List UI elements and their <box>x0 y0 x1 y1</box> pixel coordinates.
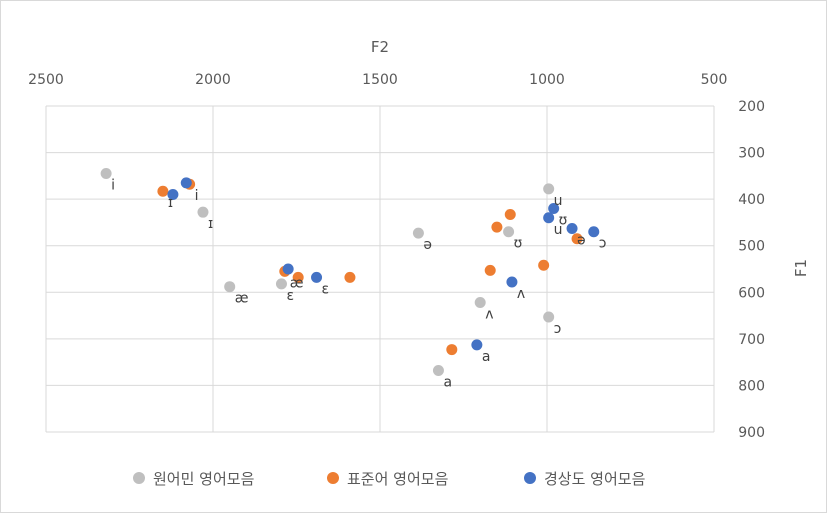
data-point <box>506 276 518 288</box>
y-tick-label: 700 <box>738 332 765 348</box>
point-label: ɛ <box>286 288 294 304</box>
legend-marker <box>133 472 145 484</box>
point-label: ʊ <box>514 236 523 252</box>
data-point <box>571 233 583 245</box>
point-label: u <box>554 193 563 209</box>
data-point <box>491 221 503 233</box>
legend: 원어민 영어모음 표준어 영어모음 경상도 영어모음 <box>133 470 645 488</box>
data-point <box>432 365 444 377</box>
point-label: u <box>554 222 563 238</box>
data-point <box>548 202 560 214</box>
data-point <box>157 185 169 197</box>
legend-marker <box>524 472 536 484</box>
data-points <box>100 168 600 377</box>
x-tick-label: 2000 <box>195 72 231 88</box>
data-point <box>474 297 486 309</box>
data-point <box>100 168 112 180</box>
point-label: a <box>443 375 452 391</box>
data-point <box>197 206 209 218</box>
data-point <box>504 209 516 221</box>
data-point <box>344 271 356 283</box>
point-label: i <box>195 188 199 204</box>
y-tick-label: 300 <box>738 146 765 162</box>
data-point <box>543 212 555 224</box>
point-label: ɔ <box>599 236 607 252</box>
point-label: ʌ <box>517 286 525 302</box>
data-point <box>292 271 304 283</box>
data-point <box>588 226 600 238</box>
point-label: ɛ <box>322 281 330 297</box>
legend-marker <box>327 472 339 484</box>
point-label: ʊ <box>559 212 568 228</box>
x-axis-ticks: 2500 2000 1500 1000 500 <box>28 72 727 88</box>
y-tick-label: 800 <box>738 378 765 394</box>
point-label: ɔ <box>554 321 562 337</box>
point-label: ʌ <box>485 307 493 323</box>
legend-label: 표준어 영어모음 <box>347 470 448 488</box>
y-tick-label: 600 <box>738 285 765 301</box>
data-point <box>484 264 496 276</box>
y-axis-ticks: 200 300 400 500 600 700 800 900 <box>738 99 765 441</box>
x-tick-label: 500 <box>701 72 728 88</box>
data-point <box>538 259 550 271</box>
x-tick-label: 1000 <box>529 72 565 88</box>
data-point <box>503 226 515 238</box>
point-label: ə <box>577 232 586 248</box>
data-point <box>566 222 578 234</box>
y-tick-label: 200 <box>738 99 765 115</box>
data-point <box>446 344 458 356</box>
point-label: ə <box>423 237 432 253</box>
data-point <box>471 339 483 351</box>
point-label: ɪ <box>208 216 213 232</box>
data-point <box>180 177 192 189</box>
x-tick-label: 1500 <box>362 72 398 88</box>
y-tick-label: 400 <box>738 192 765 208</box>
point-label: æ <box>290 275 304 291</box>
data-point <box>167 188 179 200</box>
point-label: æ <box>235 291 249 307</box>
data-point <box>282 263 294 275</box>
point-label: a <box>482 349 491 365</box>
legend-label: 경상도 영어모음 <box>544 470 645 488</box>
y-tick-label: 900 <box>738 425 765 441</box>
data-point <box>224 281 236 293</box>
point-label: ɪ <box>168 195 173 211</box>
x-axis-title: F2 <box>371 38 389 56</box>
data-point <box>543 183 555 195</box>
point-label: i <box>111 178 115 194</box>
data-point <box>275 278 287 290</box>
legend-label: 원어민 영어모음 <box>153 470 254 488</box>
data-point <box>543 311 555 323</box>
data-point <box>311 271 323 283</box>
gridlines <box>45 105 715 433</box>
x-tick-label: 2500 <box>28 72 64 88</box>
y-tick-label: 500 <box>738 239 765 255</box>
y-axis-title: F1 <box>792 259 810 277</box>
data-point <box>412 227 424 239</box>
